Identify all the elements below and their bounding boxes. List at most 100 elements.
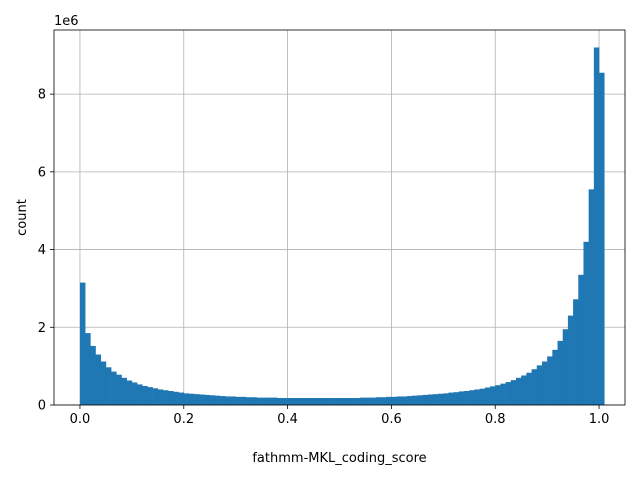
histogram-bar (246, 397, 252, 405)
histogram-bar (536, 365, 543, 405)
histogram-bar (261, 397, 268, 405)
histogram-bar (266, 397, 273, 405)
histogram-bar (152, 388, 159, 405)
histogram-bar (313, 398, 320, 405)
histogram-bar (443, 393, 449, 405)
histogram-bar (344, 398, 351, 405)
histogram-bar (287, 398, 294, 405)
histogram-bar (515, 377, 522, 405)
histogram-bar (308, 398, 314, 405)
histogram-bar (235, 396, 242, 405)
histogram-bar (100, 361, 107, 405)
histogram-bar (121, 377, 127, 405)
histogram-bar (157, 389, 164, 405)
histogram-bar (495, 385, 501, 405)
x-tick-label: 0.6 (381, 412, 402, 427)
histogram-bar (593, 47, 600, 405)
histogram-bar (126, 380, 133, 405)
histogram-bar (458, 391, 465, 405)
histogram-bar (142, 385, 148, 405)
histogram-bar (105, 367, 112, 405)
histogram-bar (297, 398, 304, 405)
histogram-bar (375, 397, 382, 405)
histogram-bar (448, 392, 454, 405)
histogram-bar (137, 384, 143, 405)
histogram-bar (469, 390, 475, 405)
histogram-bar (432, 394, 439, 405)
histogram-bar (95, 354, 102, 405)
histogram-bar (355, 398, 361, 405)
y-tick-label: 4 (38, 243, 46, 258)
histogram-bar (85, 333, 91, 405)
histogram-bar (116, 374, 122, 405)
histogram-bar (412, 395, 418, 405)
axis-ticks: 0.0 0.2 0.4 0.6 0.8 1.0 0 2 4 6 8 (38, 88, 610, 427)
histogram-bar (438, 393, 444, 405)
histogram-bar (303, 398, 309, 405)
histogram-bar (396, 396, 403, 405)
histogram-bar (339, 398, 345, 405)
y-tick-label: 0 (38, 399, 46, 414)
histogram-bar (521, 375, 527, 405)
histogram-bar (183, 393, 190, 405)
histogram-bar (401, 396, 408, 405)
histogram-bar (474, 389, 480, 405)
histogram-bar (599, 72, 605, 405)
y-tick-label: 8 (38, 88, 46, 103)
histogram-bar (391, 396, 397, 405)
histogram-bar (386, 396, 392, 405)
histogram-bar (277, 398, 283, 405)
histogram-bar (562, 329, 569, 405)
x-tick-label: 0.8 (485, 412, 506, 427)
histogram-bar (479, 388, 486, 405)
histogram-bar (510, 380, 517, 405)
x-tick-label: 0.2 (173, 412, 194, 427)
histogram-bar (204, 394, 211, 405)
histogram-bar (173, 391, 179, 405)
histogram-bar (292, 398, 299, 405)
histogram-bar (552, 349, 558, 405)
histogram-bar (427, 394, 434, 405)
histogram-bar (188, 393, 195, 405)
x-tick-label: 1.0 (589, 412, 610, 427)
histogram-bar (194, 394, 200, 405)
y-axis-label: count (15, 199, 30, 236)
histogram-bar (163, 390, 169, 405)
histogram-bar (464, 391, 470, 405)
histogram-bar (178, 392, 185, 405)
histogram-bar (484, 387, 491, 405)
histogram-bar (318, 398, 325, 405)
x-tick-label: 0.4 (277, 412, 298, 427)
histogram-bar (370, 397, 377, 405)
histogram-bar (490, 386, 496, 405)
x-axis-label: fathmm-MKL_coding_score (252, 451, 426, 466)
histogram-bar (583, 241, 589, 405)
histogram-bar (230, 396, 236, 405)
histogram-bar (334, 398, 340, 405)
histogram-bar (225, 396, 231, 405)
histogram-bar (573, 299, 579, 405)
histogram-bar (131, 382, 138, 405)
histogram-bar (256, 397, 262, 405)
histogram-bar (282, 398, 288, 405)
histogram-bar (500, 383, 506, 405)
histogram-bar (557, 340, 564, 405)
histogram-bar (90, 345, 96, 405)
histogram-bar (360, 397, 366, 405)
histogram-bar (541, 361, 548, 405)
histogram-bar (251, 397, 257, 405)
histogram-bar (214, 395, 221, 405)
histogram-bar (381, 397, 387, 405)
histogram-bar (147, 387, 153, 405)
histogram-bar (272, 397, 278, 405)
histogram-bar (349, 398, 356, 405)
histogram-bar (111, 371, 117, 405)
histogram-bar (417, 395, 423, 405)
histogram-bar (365, 397, 371, 405)
histogram-bar (505, 382, 512, 405)
histogram-bar (578, 274, 584, 405)
histogram-bar (453, 392, 460, 405)
y-tick-label: 6 (38, 165, 46, 180)
